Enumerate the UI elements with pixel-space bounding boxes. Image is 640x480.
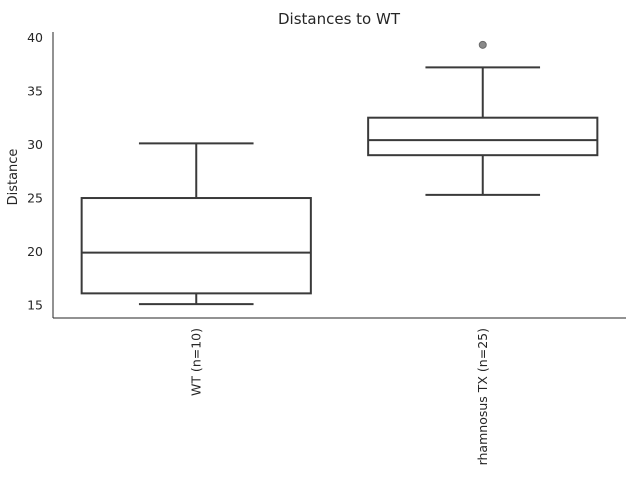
boxes: [80, 40, 599, 306]
y-tick-label: 15: [27, 298, 43, 313]
box-iqr: [80, 197, 312, 295]
y-tick-label: 30: [27, 137, 43, 152]
box-iqr: [367, 116, 599, 157]
x-ticks: WT (n=10) rhamnosus TX (n=25): [188, 328, 490, 465]
y-ticks: 15 20 25 30 35 40: [27, 30, 43, 313]
outlier-point: [478, 40, 487, 49]
box-group: [80, 142, 312, 306]
axes: [52, 32, 626, 319]
y-tick-label: 40: [27, 30, 43, 45]
chart-title: Distances to WT: [278, 10, 401, 28]
y-tick-label: 20: [27, 244, 43, 259]
y-tick-label: 25: [27, 191, 43, 206]
y-axis-label: Distance: [6, 149, 21, 206]
box-group: [367, 40, 599, 196]
x-tick-label: rhamnosus TX (n=25): [475, 328, 490, 465]
y-tick-label: 35: [27, 83, 43, 98]
x-tick-label: WT (n=10): [188, 328, 203, 396]
